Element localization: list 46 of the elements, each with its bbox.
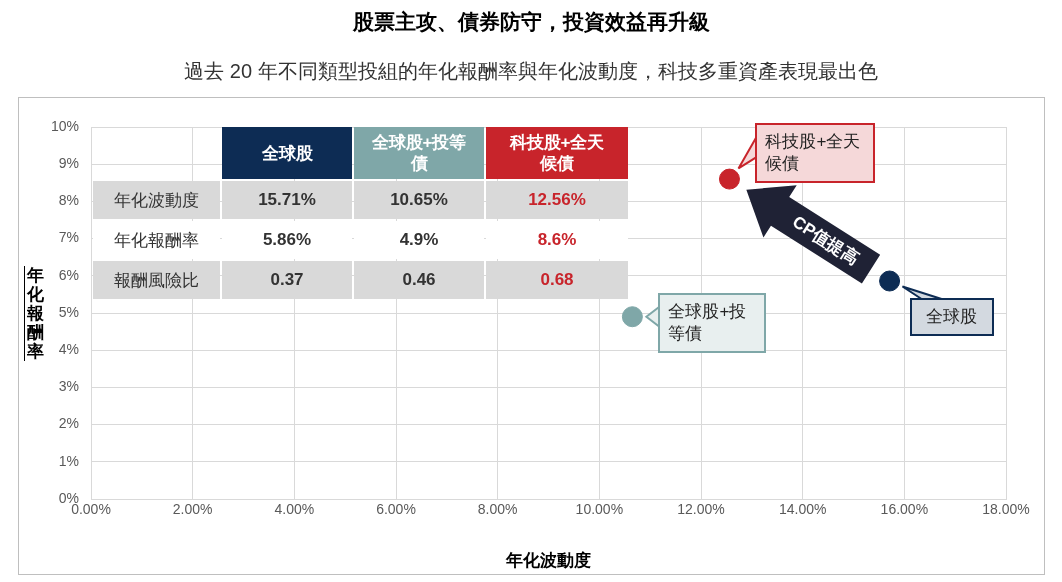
y-tick-label: 5% (58, 303, 79, 320)
annotation: 12.56% (486, 181, 628, 219)
y-tick-label: 4% (58, 341, 79, 358)
x-tick-label: 6.00% (376, 501, 416, 518)
x-axis-title: 年化波動度 (505, 551, 591, 571)
series-label: 全球股+投等債 (658, 292, 767, 353)
annotation: CP值提高 (788, 212, 863, 269)
x-tick-label: 4.00% (274, 501, 315, 518)
y-tick-label: 3% (58, 378, 79, 395)
annotation: 15.71% (222, 181, 352, 219)
annotation: 年化波動度 (93, 181, 220, 219)
annotation: 5.86% (222, 221, 352, 259)
point (879, 270, 901, 292)
y-tick-label: 8% (58, 192, 79, 209)
y-tick-label: 9% (58, 155, 79, 172)
series-label: 科技股+全天候債 (755, 123, 876, 184)
annotation: 0.46 (354, 261, 484, 299)
annotation: 8.6% (486, 221, 628, 259)
annotation: 報酬風險比 (93, 261, 220, 299)
point (621, 306, 643, 328)
x-tick-label: 8.00% (477, 501, 518, 518)
text: 全球股+投等債 (371, 133, 467, 173)
text: 科技股+全天候債 (509, 133, 605, 173)
annotation: 0.68 (486, 261, 628, 299)
x-tick-label: 12.00% (677, 501, 725, 518)
annotation: 0.37 (222, 261, 352, 299)
annotation: 年化報酬率 (93, 221, 220, 259)
x-tick-label: 10.00% (575, 501, 624, 518)
chart-title: 股票主攻、債券防守，投資效益再升級 (351, 9, 711, 35)
x-tick-label: 18.00% (982, 501, 1030, 518)
annotation: 10.65% (354, 181, 484, 219)
y-tick-label: 10% (50, 117, 79, 134)
x-tick-label: 16.00% (880, 501, 929, 518)
y-tick-label: 1% (58, 452, 79, 469)
point (718, 168, 740, 190)
y-tick-label: 2% (58, 415, 79, 432)
text: 全球股 (909, 298, 994, 336)
arrow: CP值提高 (746, 185, 881, 284)
y-axis-title: 年化報酬率 (24, 266, 45, 361)
x-tick-label: 14.00% (778, 501, 827, 518)
x-tick-label: 2.00% (172, 501, 213, 518)
annotation: 4.9% (354, 221, 484, 259)
y-tick-label: 7% (58, 229, 79, 246)
chart-subtitle: 過去 20 年不同類型投組的年化報酬率與年化波動度，科技多重資產表現最出色 (183, 59, 879, 84)
text: 全球股 (261, 143, 313, 163)
y-tick-label: 6% (58, 266, 79, 283)
